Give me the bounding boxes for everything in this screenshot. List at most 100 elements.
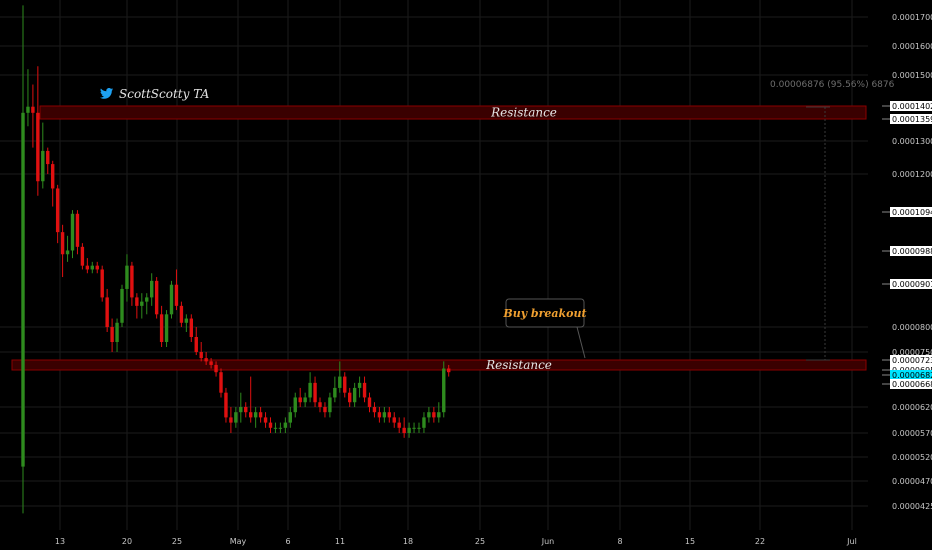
candle: [36, 66, 40, 196]
y-tick-label: 0.00006200: [892, 403, 932, 412]
price-level-label[interactable]: 0.00010949: [882, 207, 932, 217]
candle: [65, 235, 70, 262]
candle: [239, 392, 243, 423]
candle: [392, 412, 396, 428]
candle: [432, 407, 436, 423]
candle: [115, 318, 119, 352]
candle: [323, 402, 327, 418]
resistance-zone[interactable]: [11, 359, 867, 371]
price-label-text: 0.00010949: [892, 208, 932, 217]
resistance-zone[interactable]: [39, 105, 867, 120]
candle: [328, 392, 332, 418]
candle: [427, 407, 431, 423]
candle-body: [412, 427, 416, 429]
price-level-label[interactable]: 0.00006682: [882, 379, 932, 389]
candle-body: [367, 397, 372, 407]
candle-body: [46, 150, 50, 165]
candle: [90, 261, 94, 274]
candle-body: [150, 280, 154, 298]
candle-body: [352, 387, 357, 403]
candle-body: [362, 382, 367, 398]
candle: [199, 342, 203, 362]
candle: [352, 382, 357, 407]
x-tick-label: 15: [685, 537, 695, 546]
candle: [397, 417, 401, 433]
candle: [367, 392, 372, 413]
candle: [293, 392, 297, 418]
candle-body: [239, 407, 243, 413]
x-axis[interactable]: 13 20 25 May 6 11 18 25 Jun 8 15 22 Jul: [55, 537, 857, 546]
candle-body: [397, 422, 401, 428]
price-level-label[interactable]: 0.00009886: [882, 246, 932, 256]
candle-body: [273, 427, 278, 429]
candle: [377, 407, 382, 423]
candle-body: [253, 412, 258, 418]
candle-body: [214, 364, 218, 373]
grid-lines: [0, 0, 868, 530]
candle: [55, 184, 60, 244]
candle: [85, 258, 90, 274]
candle-body: [268, 422, 273, 428]
candle: [154, 277, 159, 319]
candle: [189, 314, 193, 342]
candle: [338, 361, 342, 393]
brand-watermark: ScottScotty TA: [100, 87, 210, 101]
candle-body: [313, 382, 317, 403]
candle-body: [263, 417, 268, 423]
candle-body: [95, 265, 99, 270]
candle: [387, 407, 391, 423]
candle: [447, 364, 451, 377]
candle: [318, 397, 322, 413]
candle-body: [437, 412, 441, 418]
x-tick-label: 8: [617, 537, 622, 546]
resistance-zone-label: Resistance: [490, 106, 557, 120]
candle: [80, 243, 85, 270]
candle: [258, 407, 263, 423]
candle-body: [298, 397, 302, 403]
candle-body: [328, 397, 332, 413]
candle-body: [65, 250, 70, 255]
candle-body: [244, 407, 248, 413]
price-level-label[interactable]: 0.00014023: [882, 101, 932, 111]
y-tick-label: 0.00004700: [892, 477, 932, 486]
candle: [219, 368, 223, 398]
price-level-label[interactable]: 0.00013597: [882, 114, 932, 124]
candle: [46, 147, 50, 174]
candle-body: [189, 318, 193, 337]
current-price-label[interactable]: 0.00006825: [882, 370, 932, 380]
price-label-text: 0.00009017: [892, 280, 932, 289]
candle: [283, 417, 288, 433]
candle: [288, 407, 292, 428]
price-level-label[interactable]: 0.00007238: [882, 355, 932, 365]
resistance-zone-label: Resistance: [485, 358, 552, 372]
candle-body: [169, 284, 174, 315]
candle-body: [432, 412, 436, 418]
candle: [75, 210, 80, 255]
candle: [60, 224, 65, 278]
candle-body: [75, 213, 80, 247]
y-tick-label: 0.00008000: [892, 323, 932, 332]
candle: [437, 402, 441, 423]
candle: [130, 261, 134, 306]
y-axis[interactable]: 0.00017000 0.00016000 0.00015000 0.00013000…: [882, 13, 932, 511]
candle-body: [105, 297, 109, 327]
price-label-text: 0.00007238: [892, 356, 932, 365]
candle: [95, 261, 99, 274]
resistance-zones: Resistance Resistance: [11, 105, 867, 372]
candle-body: [442, 368, 446, 413]
candle-body: [115, 322, 119, 342]
candle-body: [80, 246, 85, 266]
candle-body: [159, 314, 164, 342]
candle: [298, 387, 302, 407]
candle: [273, 422, 278, 433]
candle-body: [60, 232, 65, 255]
candle: [244, 402, 248, 418]
candle: [31, 84, 35, 148]
candle: [100, 265, 104, 302]
buy-breakout-callout[interactable]: Buy breakout: [502, 298, 587, 359]
candle: [348, 387, 352, 407]
candle: [194, 327, 198, 356]
price-level-label[interactable]: 0.00009017: [882, 279, 932, 289]
candle-body: [85, 265, 90, 270]
